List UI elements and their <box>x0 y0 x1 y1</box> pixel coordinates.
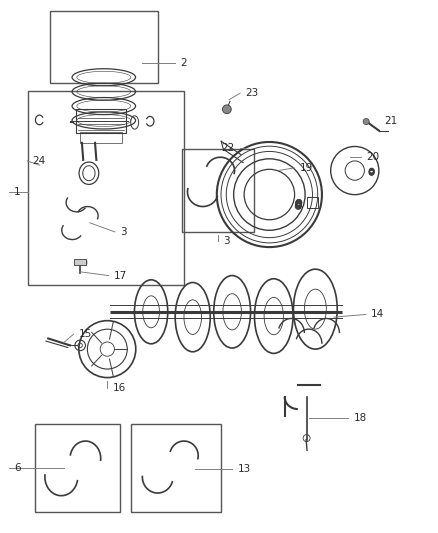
Text: 22: 22 <box>222 143 235 152</box>
Bar <box>35 424 120 512</box>
Text: 3: 3 <box>120 227 127 237</box>
Text: 3: 3 <box>223 236 230 246</box>
Bar <box>131 424 221 512</box>
Bar <box>74 259 86 265</box>
Text: 13: 13 <box>237 464 251 474</box>
Text: 14: 14 <box>371 310 384 319</box>
Bar <box>182 149 254 232</box>
Text: 24: 24 <box>32 156 46 166</box>
Text: 20: 20 <box>367 152 380 162</box>
Bar <box>80 132 122 143</box>
Text: 19: 19 <box>300 163 313 173</box>
Text: 23: 23 <box>245 88 258 98</box>
Bar <box>307 197 318 208</box>
Bar <box>76 109 126 133</box>
Bar <box>50 11 158 83</box>
Text: 21: 21 <box>384 116 397 126</box>
Text: 2: 2 <box>180 58 187 68</box>
Text: 6: 6 <box>14 463 21 473</box>
Bar <box>28 91 184 285</box>
Text: 1: 1 <box>14 187 21 197</box>
Text: 18: 18 <box>353 414 367 423</box>
Text: 15: 15 <box>79 329 92 339</box>
Text: 16: 16 <box>113 383 126 393</box>
Circle shape <box>363 118 369 125</box>
Text: 17: 17 <box>114 271 127 280</box>
Circle shape <box>223 105 231 114</box>
